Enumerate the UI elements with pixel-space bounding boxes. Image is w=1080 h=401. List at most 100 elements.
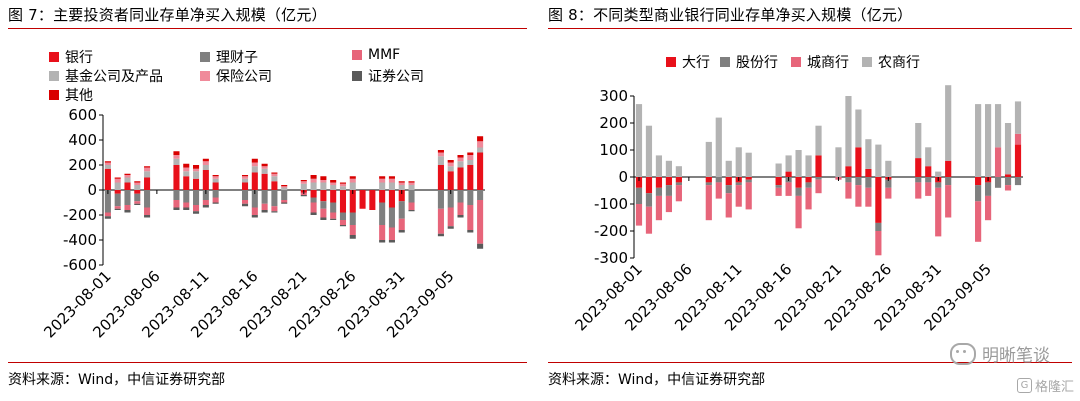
bar-segment <box>447 162 454 167</box>
bar-segment <box>281 202 288 204</box>
bar-segment <box>477 136 484 142</box>
bar-segment <box>144 177 151 190</box>
brand-watermark: G 格隆汇 <box>1016 376 1074 395</box>
bar-segment <box>124 210 131 213</box>
bar-segment <box>935 182 942 188</box>
bar-segment <box>645 177 653 194</box>
bar-segment <box>665 160 672 177</box>
bar-segment <box>271 190 278 207</box>
bar-segment <box>173 190 180 200</box>
brand-logo-icon: G <box>1016 378 1032 393</box>
bar-segment <box>173 155 180 159</box>
bar-segment <box>975 201 982 242</box>
left-chart-panel: 图 7：主要投资者同业存单净买入规模（亿元） 银行 理财子 MMF 基金公司及产品 保险… <box>0 0 535 401</box>
bar-segment <box>655 177 663 188</box>
bar-segment <box>875 231 882 256</box>
right-chart-title: 图 8：不同类型商业银行同业存单净买入规模（亿元） <box>548 6 913 24</box>
bar-segment <box>457 190 464 203</box>
bar-segment <box>785 155 792 172</box>
bar-segment <box>369 190 376 210</box>
bar-segment <box>447 207 454 227</box>
bar-segment <box>339 182 347 184</box>
bar-segment <box>144 207 151 215</box>
bar-segment <box>251 158 258 163</box>
legend-label: 理财子 <box>216 50 258 66</box>
legend-swatch <box>200 52 210 62</box>
legend-label: 基金公司及产品 <box>65 69 163 85</box>
bar-segment <box>114 193 121 207</box>
bar-segment <box>202 165 209 170</box>
legend-item: 农商行 <box>862 52 920 72</box>
bar-segment <box>715 177 722 183</box>
bar-segment <box>271 172 278 174</box>
bar-segment <box>330 185 337 190</box>
bar-segment <box>241 176 249 179</box>
bar-segment <box>134 201 141 204</box>
right-source-note: 资料来源：Wind，中信证券研究部 <box>548 372 766 388</box>
bar-segment <box>379 182 386 190</box>
bar-segment <box>241 203 249 207</box>
bar-segment <box>388 227 395 240</box>
bar-segment <box>925 147 932 167</box>
legend-item: 城商行 <box>791 52 849 72</box>
bar-segment <box>183 207 190 210</box>
y-tick-label: 200 <box>68 156 97 174</box>
bar-segment <box>281 187 288 190</box>
bar-segment <box>457 202 464 215</box>
bar-segment <box>281 200 288 203</box>
bar-segment <box>388 178 395 183</box>
bar-segment <box>193 190 200 205</box>
legend-swatch <box>720 57 730 67</box>
bar-segment <box>775 177 782 186</box>
bar-segment <box>349 225 356 235</box>
legend-item: MMF <box>352 47 400 63</box>
bar-segment <box>212 182 219 190</box>
bar-segment <box>655 155 663 177</box>
bar-segment <box>925 166 932 177</box>
bar-segment <box>114 206 121 209</box>
bar-segment <box>477 190 484 200</box>
bar-segment <box>408 190 415 203</box>
bar-segment <box>925 177 932 183</box>
bar-segment <box>104 216 111 219</box>
legend-swatch <box>49 71 59 81</box>
bar-segment <box>635 104 643 177</box>
bar-segment <box>735 182 742 186</box>
bar-segment <box>885 187 892 199</box>
bar-segment <box>715 182 722 199</box>
bar-segment <box>457 215 464 218</box>
y-tick-label: 400 <box>68 131 97 149</box>
bar-segment <box>310 178 317 183</box>
bar-segment <box>134 185 141 190</box>
bar-segment <box>173 158 180 165</box>
bar-segment <box>845 182 852 199</box>
bar-segment <box>124 190 131 205</box>
bar-segment <box>271 173 278 177</box>
bar-segment <box>173 200 180 208</box>
bar-segment <box>398 201 405 219</box>
bar-segment <box>705 177 712 183</box>
legend-label: 保险公司 <box>216 69 272 85</box>
bar-segment <box>173 151 180 155</box>
bar-segment <box>271 206 278 212</box>
bar-segment <box>339 225 347 227</box>
left-plot: -600-400-20002004006002023-08-012023-08-… <box>40 106 485 341</box>
y-tick-label: -100 <box>594 195 628 213</box>
bar-segment <box>437 152 444 157</box>
legend-item: 基金公司及产品 <box>49 66 163 86</box>
bar-segment <box>339 183 347 187</box>
y-tick-label: -200 <box>63 206 97 224</box>
bar-segment <box>437 165 444 190</box>
bar-segment <box>349 212 356 225</box>
bar-segment <box>271 181 278 190</box>
bar-segment <box>945 160 952 177</box>
bar-segment <box>675 177 682 183</box>
bar-segment <box>193 168 200 172</box>
bar-segment <box>183 190 190 203</box>
bar-segment <box>271 211 278 213</box>
bar-segment <box>134 193 141 202</box>
bar-segment <box>665 185 672 196</box>
bar-segment <box>655 187 663 196</box>
bar-segment <box>457 167 464 190</box>
bar-segment <box>310 197 317 203</box>
